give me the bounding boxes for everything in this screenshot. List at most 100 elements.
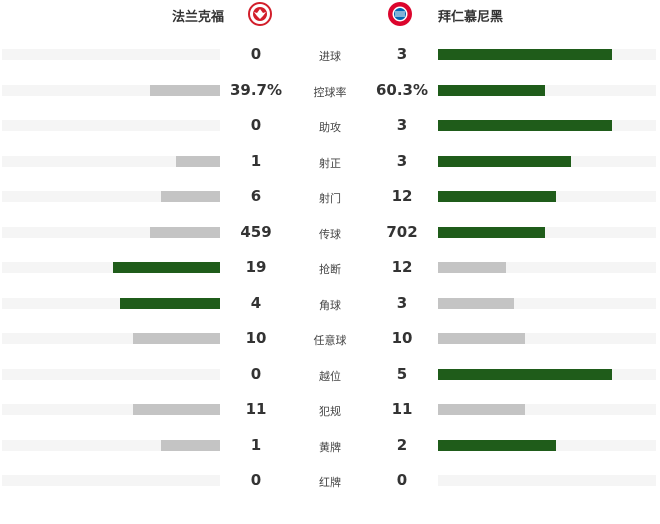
away-value: 3: [396, 45, 408, 63]
home-bar-track: [2, 120, 220, 131]
home-value: 19: [245, 258, 267, 276]
stat-label: 进球: [319, 50, 341, 63]
home-bar-track: [2, 439, 220, 451]
away-bar-fill: [438, 84, 545, 96]
away-bar-track: [438, 191, 656, 202]
away-bar-track: [438, 84, 656, 96]
home-value: 0: [250, 45, 262, 63]
home-bar-track: [2, 404, 220, 415]
eintracht-frankfurt-logo: [248, 2, 272, 26]
away-value: 3: [396, 151, 408, 170]
home-value: 6: [250, 187, 262, 205]
away-value: 5: [396, 364, 408, 383]
away-value: 12: [391, 187, 413, 205]
away-bar-track: [438, 439, 656, 451]
home-value: 4: [250, 293, 262, 312]
home-bar-track: [2, 191, 220, 202]
home-bar-track: [2, 84, 220, 96]
home-bar-track: [2, 226, 220, 238]
stat-row: 0 进球 3: [0, 45, 660, 65]
home-value: 1: [250, 151, 262, 170]
away-bar-fill: [438, 262, 506, 273]
home-bar-fill: [161, 439, 220, 451]
home-bar-fill: [113, 262, 220, 273]
home-bar-fill: [150, 84, 220, 96]
stat-label: 射门: [319, 192, 341, 205]
away-team-name: 拜仁慕尼黑: [438, 10, 504, 25]
stat-label: 越位: [319, 369, 341, 383]
away-value: 11: [391, 400, 413, 418]
stat-row: 39.7% 控球率 60.3%: [0, 81, 660, 101]
stat-row: 459 传球 702: [0, 223, 660, 243]
home-value: 11: [245, 400, 267, 418]
stat-label: 红牌: [319, 476, 341, 489]
away-bar-fill: [438, 155, 571, 167]
home-value: 0: [250, 364, 262, 383]
stat-label: 黄牌: [319, 440, 341, 454]
home-team-name: 法兰克福: [172, 10, 225, 25]
stat-label: 犯规: [319, 405, 341, 418]
away-bar-track: [438, 404, 656, 415]
away-bar-fill: [438, 49, 613, 60]
home-bar-fill: [119, 297, 220, 309]
stat-row: 10 任意球 10: [0, 329, 660, 349]
home-bar-track: [2, 49, 220, 60]
away-bar-fill: [438, 120, 613, 131]
away-bar-fill: [438, 404, 526, 415]
away-value: 0: [396, 471, 408, 489]
home-value: 459: [240, 222, 272, 241]
stat-row: 1 射正 3: [0, 152, 660, 172]
away-bar-track: [438, 120, 656, 131]
home-bar-track: [2, 262, 220, 273]
stat-label: 任意球: [313, 334, 347, 347]
stat-row: 4 角球 3: [0, 294, 660, 314]
stat-label: 射正: [319, 156, 341, 170]
away-value: 3: [396, 116, 408, 134]
stat-label: 传球: [319, 227, 341, 241]
bayern-munich-logo: [388, 2, 412, 26]
stat-row: 0 助攻 3: [0, 116, 660, 136]
away-value: 12: [391, 258, 413, 276]
away-bar-fill: [438, 333, 526, 344]
stat-label: 角球: [319, 298, 341, 312]
home-bar-track: [2, 297, 220, 309]
away-value: 10: [391, 329, 413, 347]
stat-row: 1 黄牌 2: [0, 436, 660, 456]
home-bar-fill: [132, 404, 220, 415]
away-bar-fill: [438, 226, 545, 238]
stat-row: 19 抢断 12: [0, 258, 660, 278]
home-value: 39.7%: [229, 80, 283, 99]
home-bar-fill: [176, 155, 220, 167]
away-bar-track: [438, 475, 656, 486]
away-value: 702: [386, 222, 418, 241]
away-bar-track: [438, 226, 656, 238]
away-bar-fill: [438, 439, 556, 451]
stat-label: 助攻: [319, 121, 341, 134]
stat-label: 控球率: [313, 85, 347, 99]
away-bar-track: [438, 333, 656, 344]
away-bar-track: [438, 262, 656, 273]
away-bar-fill: [438, 368, 613, 380]
away-value: 3: [396, 293, 408, 312]
home-value: 1: [250, 435, 262, 454]
home-bar-track: [2, 475, 220, 486]
stat-row: 11 犯规 11: [0, 400, 660, 420]
home-value: 0: [250, 116, 262, 134]
home-bar-fill: [161, 191, 220, 202]
home-bar-fill: [132, 333, 220, 344]
stat-label: 抢断: [319, 263, 341, 276]
home-bar-track: [2, 368, 220, 380]
away-bar-track: [438, 49, 656, 60]
away-value: 60.3%: [375, 80, 429, 99]
stat-row: 0 越位 5: [0, 365, 660, 385]
away-bar-track: [438, 297, 656, 309]
stat-row: 0 红牌 0: [0, 471, 660, 491]
stat-row: 6 射门 12: [0, 187, 660, 207]
away-value: 2: [396, 435, 408, 454]
home-bar-fill: [150, 226, 220, 238]
home-bar-track: [2, 155, 220, 167]
home-value: 0: [250, 471, 262, 489]
away-bar-track: [438, 155, 656, 167]
away-bar-fill: [438, 191, 556, 202]
home-bar-track: [2, 333, 220, 344]
